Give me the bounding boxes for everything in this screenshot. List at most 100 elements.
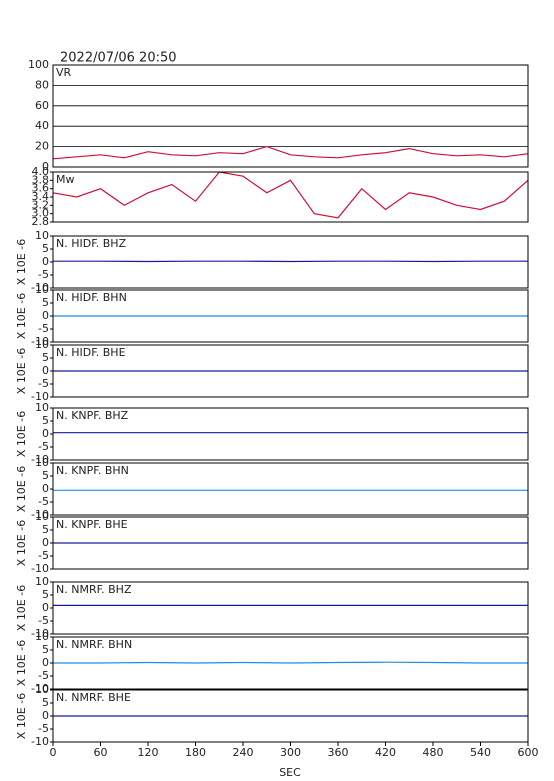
y-tick-label: -5: [38, 322, 49, 335]
y-tick-label: 0: [42, 364, 49, 377]
y-axis-label: X 10E -6: [15, 693, 28, 739]
panel-label: N. NMRF. BHE: [56, 691, 131, 704]
data-line: [52, 171, 529, 219]
y-tick-label: 10: [35, 338, 49, 351]
y-tick-label: 0: [42, 601, 49, 614]
y-axis-label: X 10E -6: [15, 520, 28, 566]
y-tick-label: 3.8: [32, 173, 50, 186]
y-axis-label: X 10E -6: [15, 239, 28, 285]
y-tick-label: 100: [28, 58, 49, 71]
x-tick-label: 0: [50, 746, 57, 759]
y-tick-label: 0: [42, 427, 49, 440]
y-tick-label: 5: [42, 351, 49, 364]
y-tick-label: 5: [42, 296, 49, 309]
x-tick-label: 180: [185, 746, 206, 759]
y-tick-label: -10: [31, 562, 49, 575]
y-tick-label: -10: [31, 735, 49, 748]
y-tick-label: 2.8: [32, 215, 50, 228]
x-tick-label: 300: [280, 746, 301, 759]
y-tick-label: 10: [35, 575, 49, 588]
y-tick-label: -5: [38, 440, 49, 453]
panel-label: N. KNPF. BHZ: [56, 409, 129, 422]
y-tick-label: -10: [31, 453, 49, 466]
panel-label: VR: [56, 66, 72, 79]
panel-frame: [52, 462, 529, 516]
y-tick-label: -5: [38, 495, 49, 508]
y-tick-label: 5: [42, 643, 49, 656]
y-axis-label: X 10E -6: [15, 348, 28, 394]
y-tick-label: 10: [35, 456, 49, 469]
panel-label: N. HIDF. BHE: [56, 346, 126, 359]
panel-frame: [52, 344, 529, 398]
panel-frame: [52, 64, 529, 168]
panel-label: Mw: [56, 173, 75, 186]
x-tick-label: 120: [138, 746, 159, 759]
y-tick-label: 80: [35, 78, 49, 91]
y-tick-label: -5: [38, 669, 49, 682]
y-tick-label: -5: [38, 722, 49, 735]
y-tick-label: 0: [42, 160, 49, 173]
y-axis-label: X 10E -6: [15, 411, 28, 457]
y-tick-label: 10: [35, 630, 49, 643]
y-tick-label: -5: [38, 614, 49, 627]
x-tick-label: 540: [470, 746, 491, 759]
y-tick-label: 5: [42, 242, 49, 255]
y-tick-label: 60: [35, 99, 49, 112]
y-tick-label: 10: [35, 401, 49, 414]
y-tick-label: 0: [42, 255, 49, 268]
y-tick-label: -10: [31, 390, 49, 403]
y-tick-label: 5: [42, 523, 49, 536]
data-line: [52, 145, 529, 160]
panel-frame: [52, 636, 529, 690]
panel-label: N. HIDF. BHN: [56, 291, 127, 304]
data-line: [53, 661, 528, 664]
y-tick-label: 10: [35, 683, 49, 696]
y-axis-label: X 10E -6: [15, 585, 28, 631]
x-tick-label: 480: [423, 746, 444, 759]
x-axis-label: SEC: [279, 766, 301, 779]
x-tick-label: 420: [375, 746, 396, 759]
y-tick-label: 5: [42, 696, 49, 709]
y-tick-label: 5: [42, 588, 49, 601]
panel-frame: [52, 289, 529, 343]
chart-title: 2022/07/06 20:50: [60, 51, 177, 66]
x-tick-label: 360: [328, 746, 349, 759]
x-tick-label: 600: [518, 746, 539, 759]
y-tick-label: -10: [31, 682, 49, 695]
panel-label: N. NMRF. BHN: [56, 638, 132, 651]
panel-label: N. HIDF. BHZ: [56, 237, 127, 250]
y-tick-label: 0: [42, 656, 49, 669]
x-tick-label: 240: [233, 746, 254, 759]
y-tick-label: 10: [35, 229, 49, 242]
y-tick-label: -10: [31, 281, 49, 294]
y-tick-label: 40: [35, 119, 49, 132]
panel-frame: [52, 581, 529, 635]
y-tick-label: 4.0: [32, 165, 50, 178]
panel-frame: [52, 235, 529, 289]
y-tick-label: -5: [38, 549, 49, 562]
y-tick-label: 3.0: [32, 207, 50, 220]
x-tick-label: 60: [94, 746, 108, 759]
y-tick-label: 10: [35, 510, 49, 523]
y-tick-label: 5: [42, 469, 49, 482]
panel-label: N. KNPF. BHE: [56, 518, 128, 531]
y-tick-label: -10: [31, 627, 49, 640]
y-tick-label: 10: [35, 283, 49, 296]
y-tick-label: 5: [42, 414, 49, 427]
panel-label: N. NMRF. BHZ: [56, 583, 132, 596]
y-tick-label: 20: [35, 140, 49, 153]
y-tick-label: 0: [42, 536, 49, 549]
y-axis-label: X 10E -6: [15, 640, 28, 686]
panel-label: N. KNPF. BHN: [56, 464, 129, 477]
y-tick-label: 0: [42, 482, 49, 495]
y-tick-label: 3.6: [32, 182, 50, 195]
y-tick-label: 0: [42, 709, 49, 722]
panel-frame: [52, 516, 529, 570]
y-tick-label: -10: [31, 508, 49, 521]
y-tick-label: 0: [42, 309, 49, 322]
y-axis-label: X 10E -6: [15, 466, 28, 512]
y-tick-label: 3.4: [32, 190, 50, 203]
panel-frame: [52, 171, 529, 223]
panel-frame: [52, 407, 529, 461]
